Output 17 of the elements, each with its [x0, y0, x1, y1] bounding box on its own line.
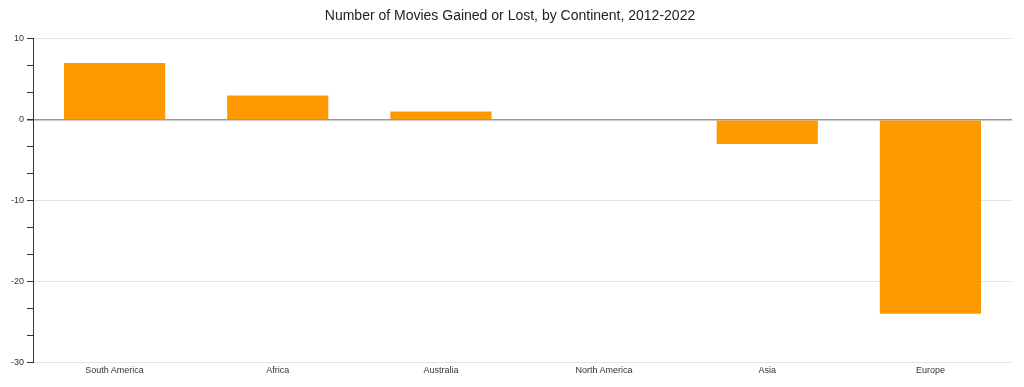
y-tick-label: -20 — [10, 275, 25, 286]
bar — [716, 120, 818, 144]
y-tick-label: -30 — [10, 356, 25, 367]
x-tick-label: Africa — [266, 365, 290, 376]
x-tick-label: South America — [85, 365, 144, 376]
bar — [227, 95, 329, 119]
y-tick-label: -10 — [10, 194, 25, 205]
y-tick-label: 10 — [13, 33, 25, 44]
chart-title: Number of Movies Gained or Lost, by Continent, 2012-2022 — [324, 7, 696, 24]
bar — [879, 120, 981, 314]
y-tick-label: 0 — [18, 114, 25, 125]
x-tick-label: Asia — [758, 365, 777, 376]
bar — [390, 111, 492, 119]
x-tick-label: Australia — [423, 365, 459, 376]
x-tick-label: Europe — [915, 365, 945, 376]
x-tick-label: North America — [575, 365, 633, 376]
bar — [64, 63, 166, 119]
